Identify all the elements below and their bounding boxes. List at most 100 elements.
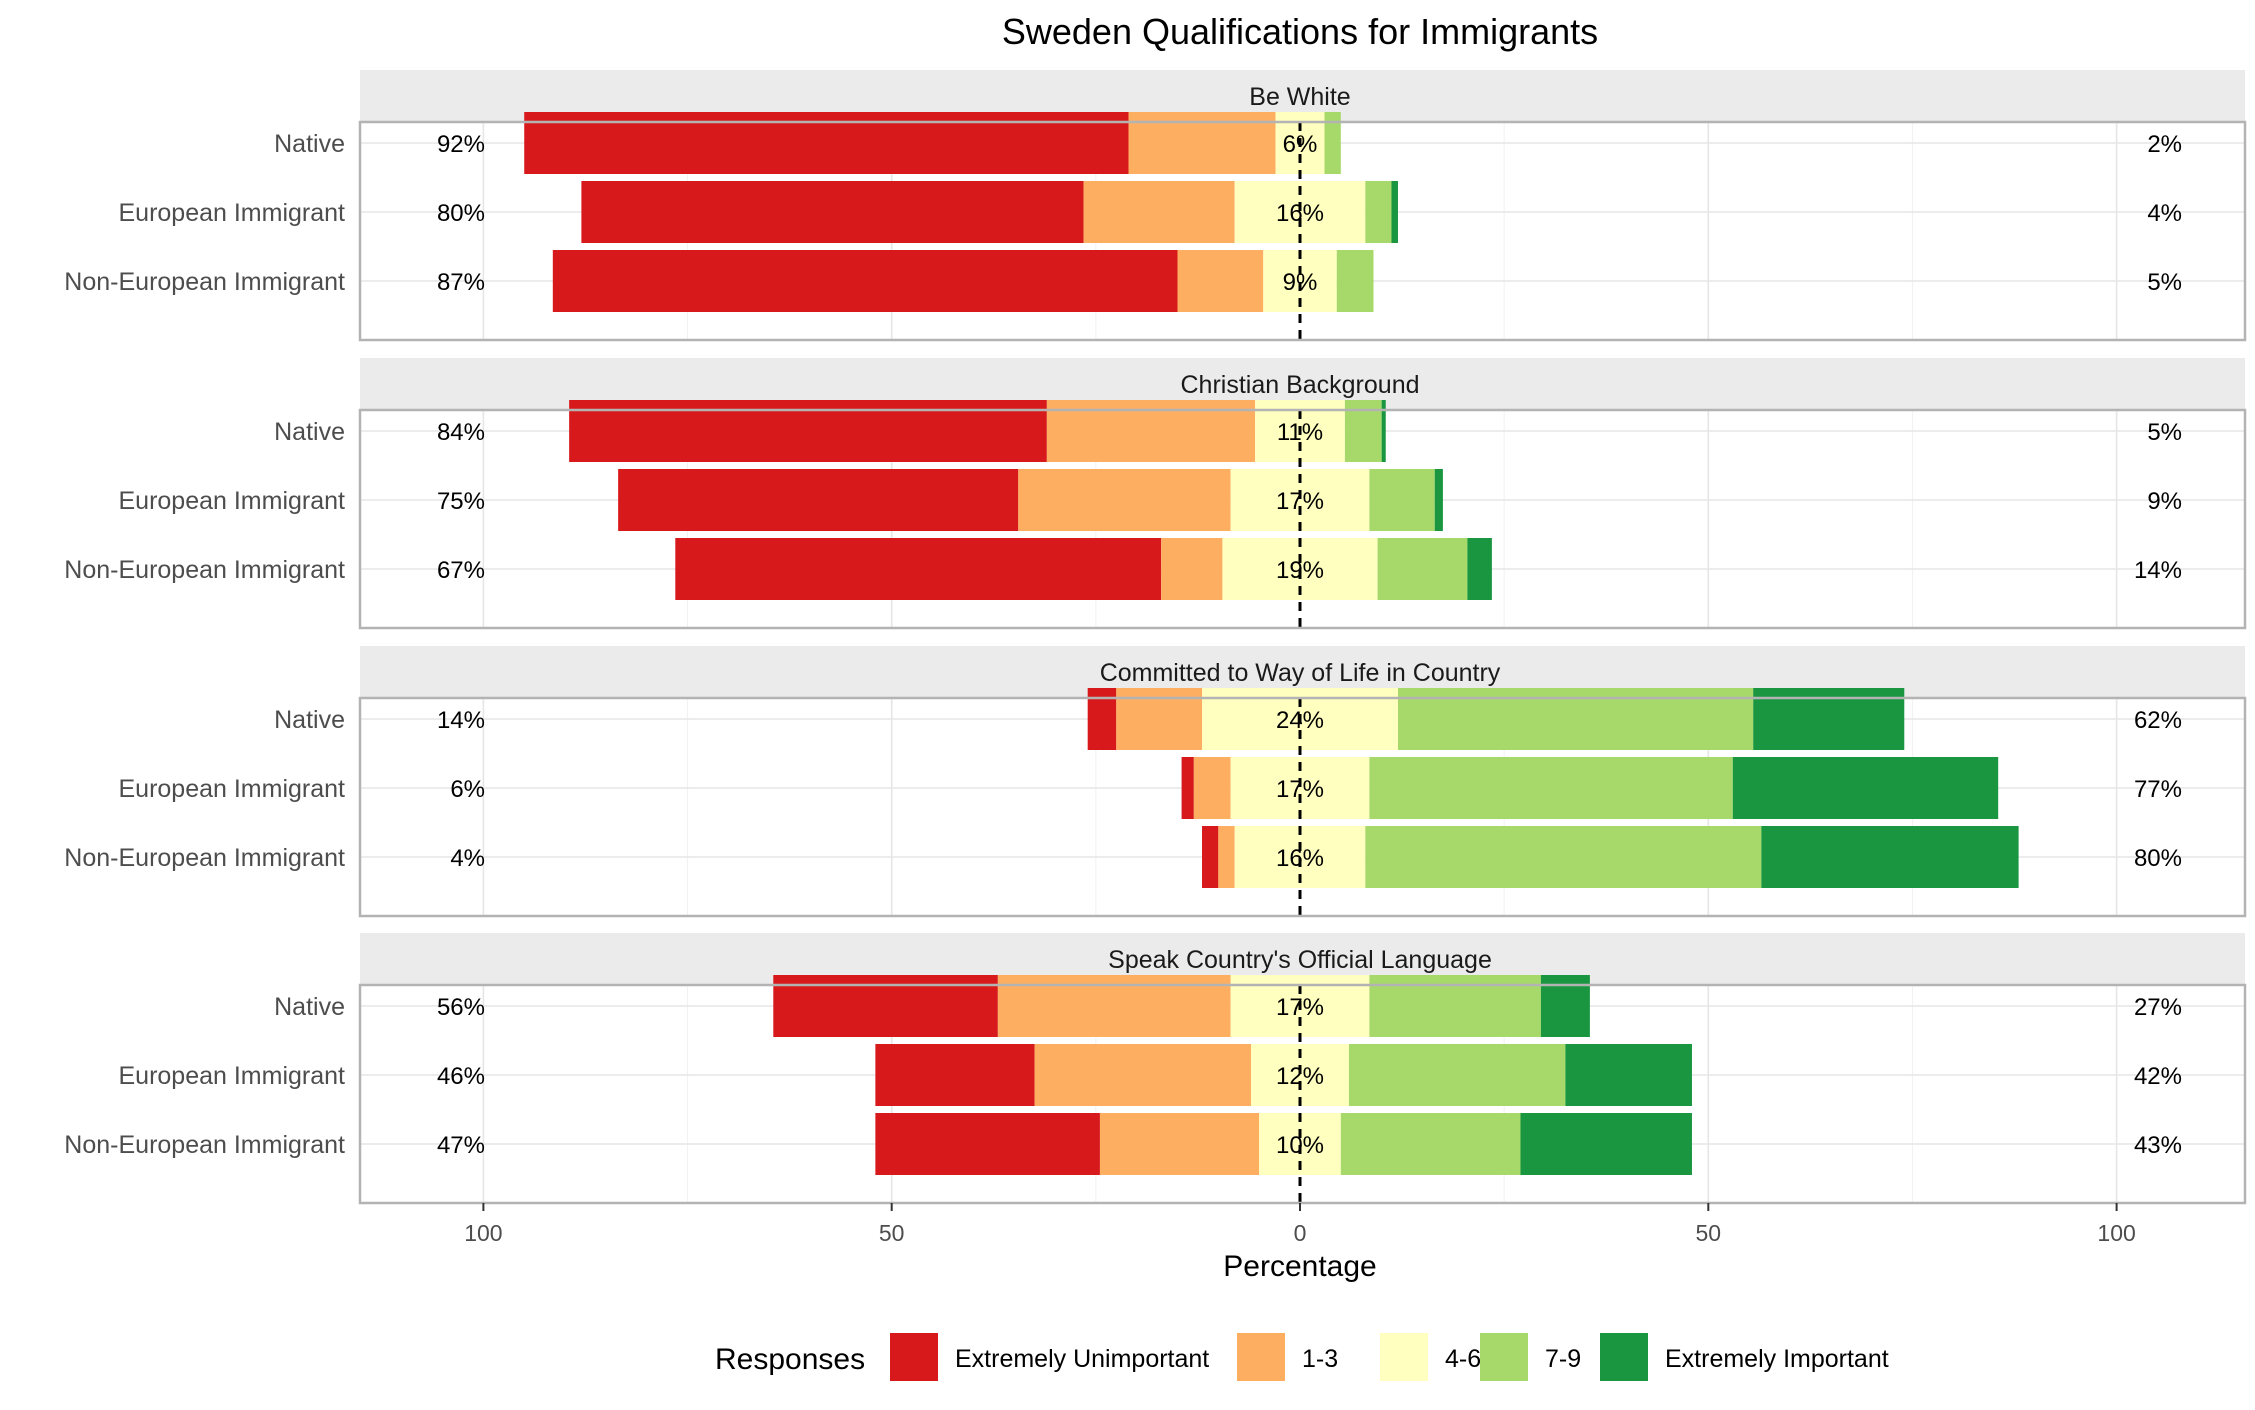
- x-tick-label: 100: [464, 1220, 502, 1246]
- x-axis: 100 50 0 50 100: [464, 1203, 2136, 1246]
- bar-segment-7-9: [1369, 757, 1733, 819]
- right-percent-label: 43%: [2134, 1132, 2182, 1159]
- right-percent-label: 27%: [2134, 994, 2182, 1021]
- left-percent-label: 92%: [437, 131, 485, 158]
- right-percent-label: 80%: [2134, 845, 2182, 872]
- bar-segment-1-3: [1034, 1044, 1252, 1106]
- group-label-european-immigrant: European Immigrant: [118, 199, 345, 227]
- bar-segment-extremely-unimportant: [618, 469, 1019, 531]
- x-tick-label: 50: [879, 1220, 905, 1246]
- bar-segment-extremely-important: [1520, 1113, 1692, 1175]
- panel-border: [358, 696, 2247, 918]
- bar-segment-extremely-important: [1467, 538, 1492, 600]
- bar-segment-1-3: [1193, 757, 1231, 819]
- right-percent-label: 5%: [2147, 269, 2182, 296]
- legend-label-1-3: 1-3: [1302, 1345, 1338, 1373]
- legend-key-extremely-unimportant: [890, 1333, 938, 1381]
- bar-segment-extremely-unimportant: [875, 1044, 1035, 1106]
- bar-segment-extremely-unimportant: [675, 538, 1162, 600]
- bar-row-european-immigrant: 46% 12% 42%: [437, 1044, 2182, 1106]
- panel-border: [358, 983, 2247, 1205]
- legend: Responses Extremely Unimportant 1-3 4-6 7-9…: [715, 1333, 1889, 1381]
- group-label-non-european-immigrant: Non-European Immigrant: [64, 556, 345, 584]
- group-label-native: Native: [274, 130, 345, 158]
- facet-strip-label: Christian Background: [1180, 371, 1419, 399]
- legend-label-7-9: 7-9: [1545, 1345, 1581, 1373]
- legend-key-1-3: [1237, 1333, 1285, 1381]
- bar-segment-7-9: [1336, 250, 1374, 312]
- bar-segment-extremely-unimportant: [581, 181, 1084, 243]
- x-tick-label: 100: [2097, 1220, 2135, 1246]
- legend-title: Responses: [715, 1343, 865, 1376]
- bar-segment-extremely-important: [1434, 469, 1443, 531]
- group-label-non-european-immigrant: Non-European Immigrant: [64, 268, 345, 296]
- bar-segment-extremely-unimportant: [552, 250, 1178, 312]
- facet-strip-label: Speak Country's Official Language: [1108, 946, 1492, 974]
- bar-row-non-european-immigrant: 4% 16% 80%: [450, 826, 2182, 888]
- group-label-native: Native: [274, 993, 345, 1021]
- right-percent-label: 4%: [2147, 200, 2182, 227]
- x-axis-title: Percentage: [1223, 1250, 1376, 1283]
- bar-segment-7-9: [1377, 538, 1468, 600]
- legend-label-4-6: 4-6: [1445, 1345, 1481, 1373]
- bar-segment-extremely-unimportant: [1202, 826, 1219, 888]
- left-percent-label: 56%: [437, 994, 485, 1021]
- group-label-non-european-immigrant: Non-European Immigrant: [64, 844, 345, 872]
- left-percent-label: 67%: [437, 557, 485, 584]
- legend-key-4-6: [1380, 1333, 1428, 1381]
- bar-segment-1-3: [1161, 538, 1223, 600]
- left-percent-label: 46%: [437, 1063, 485, 1090]
- facet-panels: Be White 92% 6% 2% Native 80% 16% 4% European Im…: [64, 70, 2247, 1205]
- x-tick-label: 50: [1696, 1220, 1722, 1246]
- right-percent-label: 42%: [2134, 1063, 2182, 1090]
- group-label-european-immigrant: European Immigrant: [118, 1062, 345, 1090]
- group-label-native: Native: [274, 418, 345, 446]
- bar-segment-1-3: [1099, 1113, 1260, 1175]
- facet-strip-label: Be White: [1249, 83, 1350, 111]
- legend-key-7-9: [1480, 1333, 1528, 1381]
- bar-segment-1-3: [1218, 826, 1235, 888]
- bar-segment-7-9: [1348, 1044, 1566, 1106]
- panel-border: [358, 408, 2247, 630]
- left-percent-label: 84%: [437, 419, 485, 446]
- bar-segment-7-9: [1340, 1113, 1521, 1175]
- right-percent-label: 2%: [2147, 131, 2182, 158]
- bar-segment-1-3: [1083, 181, 1235, 243]
- group-label-non-european-immigrant: Non-European Immigrant: [64, 1131, 345, 1159]
- left-percent-label: 75%: [437, 488, 485, 515]
- bar-segment-extremely-important: [1732, 757, 1999, 819]
- x-tick-label: 0: [1294, 1220, 1307, 1246]
- left-percent-label: 87%: [437, 269, 485, 296]
- bar-segment-7-9: [1369, 469, 1435, 531]
- bar-segment-7-9: [1324, 112, 1341, 174]
- group-label-european-immigrant: European Immigrant: [118, 487, 345, 515]
- right-percent-label: 77%: [2134, 776, 2182, 803]
- panel-border: [358, 120, 2247, 342]
- bar-segment-extremely-unimportant: [1181, 757, 1194, 819]
- right-percent-label: 9%: [2147, 488, 2182, 515]
- left-percent-label: 80%: [437, 200, 485, 227]
- bar-row-european-immigrant: 75% 17% 9%: [437, 469, 2182, 531]
- legend-label-extremely-unimportant: Extremely Unimportant: [955, 1345, 1209, 1373]
- bar-segment-7-9: [1365, 181, 1392, 243]
- chart-title: Sweden Qualifications for Immigrants: [1002, 11, 1598, 52]
- legend-label-extremely-important: Extremely Important: [1665, 1345, 1889, 1373]
- facet-strip-label: Committed to Way of Life in Country: [1100, 659, 1501, 687]
- left-percent-label: 14%: [437, 707, 485, 734]
- group-label-european-immigrant: European Immigrant: [118, 775, 345, 803]
- legend-key-extremely-important: [1600, 1333, 1648, 1381]
- bar-segment-1-3: [1177, 250, 1264, 312]
- bar-row-non-european-immigrant: 47% 10% 43%: [437, 1113, 2182, 1175]
- bar-segment-extremely-important: [1565, 1044, 1692, 1106]
- bar-segment-1-3: [1018, 469, 1231, 531]
- bar-segment-extremely-unimportant: [875, 1113, 1100, 1175]
- right-percent-label: 5%: [2147, 419, 2182, 446]
- right-percent-label: 62%: [2134, 707, 2182, 734]
- left-percent-label: 4%: [450, 845, 485, 872]
- bar-segment-extremely-important: [1381, 400, 1386, 462]
- group-label-native: Native: [274, 706, 345, 734]
